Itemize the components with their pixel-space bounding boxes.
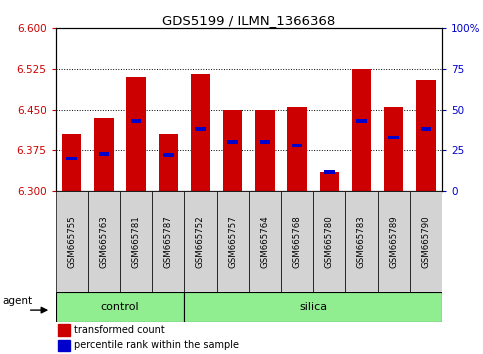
Bar (185, 191, 216, 292)
Bar (345, 191, 378, 292)
Bar (152, 191, 185, 292)
Text: control: control (100, 302, 139, 312)
Bar (191, 74, 210, 191)
Bar (195, 127, 206, 131)
Bar (58, 324, 70, 336)
Bar (324, 170, 335, 173)
Text: GSM665768: GSM665768 (293, 215, 301, 268)
Bar (88, 191, 120, 292)
Bar (216, 191, 249, 292)
Bar (292, 144, 302, 148)
Bar (313, 191, 345, 292)
Bar (227, 141, 238, 144)
Bar (163, 153, 173, 157)
Text: GSM665787: GSM665787 (164, 215, 173, 268)
Text: GSM665790: GSM665790 (421, 215, 430, 268)
Bar (421, 127, 431, 131)
Bar (320, 172, 339, 191)
Bar (255, 110, 274, 191)
Text: GSM665755: GSM665755 (67, 215, 76, 268)
Text: GSM665752: GSM665752 (196, 215, 205, 268)
Bar (56, 191, 88, 292)
Bar (259, 141, 270, 144)
Text: GSM665764: GSM665764 (260, 215, 270, 268)
Bar (416, 80, 436, 191)
Bar (388, 136, 399, 139)
Bar (223, 110, 242, 191)
Text: percentile rank within the sample: percentile rank within the sample (74, 341, 240, 350)
Bar (384, 107, 403, 191)
Bar (287, 107, 307, 191)
Bar (56, 292, 185, 322)
Bar (356, 119, 367, 123)
Bar (131, 119, 142, 123)
Bar (94, 118, 114, 191)
Text: transformed count: transformed count (74, 325, 165, 335)
Text: GSM665783: GSM665783 (357, 215, 366, 268)
Bar (62, 134, 81, 191)
Bar (410, 191, 442, 292)
Bar (378, 191, 410, 292)
Text: GSM665763: GSM665763 (99, 215, 108, 268)
Text: GSM665757: GSM665757 (228, 215, 237, 268)
Text: GSM665780: GSM665780 (325, 215, 334, 268)
Bar (99, 152, 109, 156)
Bar (127, 77, 146, 191)
Bar (185, 292, 442, 322)
Bar (158, 134, 178, 191)
Text: GSM665789: GSM665789 (389, 215, 398, 268)
Bar (352, 69, 371, 191)
Text: agent: agent (3, 296, 33, 306)
Text: GSM665781: GSM665781 (131, 215, 141, 268)
Bar (66, 157, 77, 160)
Bar (249, 191, 281, 292)
Bar (281, 191, 313, 292)
Text: silica: silica (299, 302, 327, 312)
Bar (58, 340, 70, 351)
Bar (120, 191, 152, 292)
Title: GDS5199 / ILMN_1366368: GDS5199 / ILMN_1366368 (162, 14, 335, 27)
